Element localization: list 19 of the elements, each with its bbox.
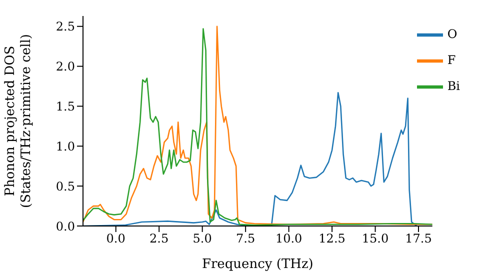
x-tick-label: 0.0	[106, 232, 126, 246]
legend-label: O	[447, 27, 458, 42]
x-tick-label: 7.5	[236, 232, 256, 246]
y-tick-label: 0.0	[56, 219, 75, 234]
y-tick-label: 1.0	[56, 139, 75, 154]
x-tick-label: 12.5	[318, 232, 346, 246]
y-axis-title: Phonon projected DOS (States/THz·primitive cell)	[3, 34, 34, 208]
x-tick-label: 15.0	[362, 232, 389, 246]
x-axis-title: Frequency (THz)	[202, 257, 314, 272]
legend-label: F	[447, 53, 456, 68]
x-tick-label: 10.0	[275, 232, 302, 246]
legend-label: Bi	[447, 79, 460, 94]
y-tick-label: 2.0	[56, 60, 75, 74]
y-tick-label: 1.5	[56, 99, 75, 114]
y-tick-label: 0.5	[56, 179, 75, 194]
x-tick-label: 17.5	[405, 232, 432, 246]
x-tick-label: 5.0	[192, 232, 212, 246]
y-tick-label: 2.5	[56, 20, 75, 34]
x-tick-label: 2.5	[150, 232, 169, 246]
